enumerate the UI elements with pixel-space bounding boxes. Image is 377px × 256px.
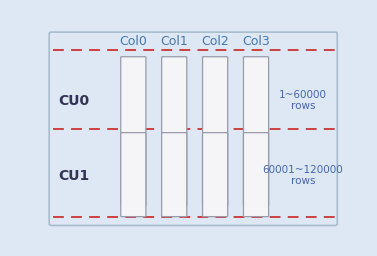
Text: Col2: Col2 <box>201 35 229 48</box>
FancyBboxPatch shape <box>202 57 228 206</box>
Text: Col1: Col1 <box>160 35 188 48</box>
FancyBboxPatch shape <box>121 133 146 217</box>
Text: CU0: CU0 <box>58 94 89 108</box>
FancyBboxPatch shape <box>121 57 146 206</box>
FancyBboxPatch shape <box>49 32 337 226</box>
FancyBboxPatch shape <box>162 133 187 217</box>
Text: CU1: CU1 <box>58 169 89 183</box>
FancyBboxPatch shape <box>202 133 228 217</box>
Text: 60001~120000
rows: 60001~120000 rows <box>262 165 343 186</box>
Text: Col0: Col0 <box>120 35 147 48</box>
Text: Col3: Col3 <box>242 35 270 48</box>
FancyBboxPatch shape <box>162 57 187 206</box>
Text: 1~60000
rows: 1~60000 rows <box>279 90 327 112</box>
FancyBboxPatch shape <box>244 133 268 217</box>
FancyBboxPatch shape <box>244 57 268 206</box>
